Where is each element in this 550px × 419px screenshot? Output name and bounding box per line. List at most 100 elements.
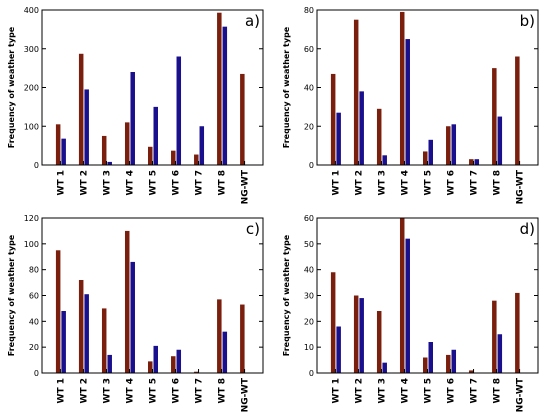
bar-series1-wt2 (78, 280, 84, 373)
y-tick-label: 120 (24, 214, 39, 223)
y-tick-label: 100 (24, 122, 39, 131)
bar-series2-wt8 (497, 116, 503, 165)
x-tick-label: WT 1 (56, 378, 66, 403)
y-tick-label: 80 (29, 266, 39, 275)
x-tick-label: WT 2 (354, 170, 364, 195)
bar-series2-wt7 (199, 126, 205, 165)
y-tick-label: 40 (29, 317, 39, 326)
bar-series1-wt1 (330, 73, 336, 165)
bar-series1-wt2 (353, 295, 359, 373)
bar-series2-wt8 (222, 26, 228, 165)
bar-series2-wt2 (359, 91, 364, 165)
bar-series2-wt3 (107, 354, 112, 373)
bar-series2-wt6 (176, 349, 182, 373)
bar-series1-ng-wt (240, 73, 245, 165)
bar-series1-wt1 (55, 124, 61, 165)
x-tick-label: WT 7 (195, 378, 205, 403)
bar-series1-wt7 (194, 371, 199, 373)
bar-series1-wt8 (492, 300, 497, 373)
bar-series2-wt7 (474, 159, 480, 165)
plot-frame (316, 217, 539, 374)
bar-series1-wt7 (469, 159, 474, 165)
bar-series1-wt1 (55, 250, 61, 373)
x-tick-label: WT 5 (149, 378, 159, 403)
bar-series1-wt4 (399, 11, 405, 165)
bar-series1-wt4 (124, 122, 130, 165)
y-axis-label: Frequency of weather type (7, 26, 16, 148)
bar-series1-wt8 (217, 299, 222, 373)
bar-series1-wt4 (124, 230, 130, 373)
plot-frame (316, 9, 539, 166)
bar-series1-ng-wt (515, 292, 520, 373)
bar-series2-wt5 (153, 345, 158, 373)
x-tick-label: WT 4 (400, 378, 410, 403)
bar-series2-wt5 (153, 106, 158, 165)
bar-series1-ng-wt (240, 304, 245, 373)
x-tick-label: NG-WT (241, 377, 251, 412)
y-tick-label: 0 (34, 369, 39, 378)
bar-series2-wt5 (428, 342, 433, 373)
chart-panel-2: 0 20 40 60 80 WT 1 WT 2 WT 3 WT 4 WT 5 WT 6 WT 7 WT … (282, 6, 539, 204)
x-tick-label: WT 1 (56, 170, 66, 195)
bar-series2-wt4 (405, 39, 410, 165)
panel-label: d) (520, 220, 535, 238)
y-tick-label: 40 (304, 84, 314, 93)
y-tick-label: 0 (34, 161, 39, 170)
bar-series1-wt5 (148, 146, 153, 165)
bar-series2-wt4 (130, 72, 135, 165)
y-tick-label: 300 (24, 45, 39, 54)
x-tick-label: WT 2 (354, 378, 364, 403)
bar-series1-wt3 (101, 308, 107, 373)
y-tick-label: 10 (304, 343, 314, 352)
bar-series1-wt8 (492, 68, 497, 165)
bar-series1-wt5 (148, 361, 153, 373)
y-tick-label: 80 (304, 6, 314, 15)
x-tick-label: WT 5 (424, 170, 434, 195)
x-tick-label: WT 1 (331, 378, 341, 403)
x-tick-label: WT 6 (172, 378, 182, 403)
chart-panel-3: 0 20 40 60 80 100 120 WT 1 WT 2 WT 3 WT 4 WT 5 WT 6 W… (7, 214, 264, 412)
y-tick-label: 40 (304, 266, 314, 275)
x-tick-label: WT 3 (377, 170, 387, 195)
bar-series1-wt7 (469, 370, 474, 373)
y-tick-label: 20 (304, 122, 314, 131)
y-tick-label: 20 (29, 343, 39, 352)
x-tick-label: WT 6 (447, 378, 457, 403)
y-axis-label: Frequency of weather type (282, 234, 291, 356)
bar-series2-wt2 (359, 298, 364, 373)
plot-frame (41, 217, 264, 374)
x-tick-label: WT 8 (218, 170, 228, 195)
bar-series2-wt1 (61, 138, 66, 165)
bar-series1-wt8 (217, 12, 222, 166)
x-tick-label: WT 4 (400, 170, 410, 195)
bar-series1-wt6 (446, 126, 451, 165)
bar-series1-wt4 (399, 218, 405, 373)
y-tick-label: 30 (304, 292, 314, 301)
y-tick-label: 60 (29, 292, 39, 301)
bar-series2-wt2 (84, 294, 89, 373)
panel-label: c) (246, 220, 260, 238)
bar-series2-wt8 (222, 331, 228, 373)
x-tick-label: WT 2 (79, 378, 89, 403)
x-tick-label: NG-WT (241, 169, 251, 204)
bar-series2-wt1 (61, 311, 66, 373)
bar-series1-wt3 (101, 135, 107, 165)
x-tick-label: WT 2 (79, 170, 89, 195)
bar-series2-wt4 (130, 261, 135, 373)
x-tick-label: WT 7 (470, 170, 480, 195)
y-tick-label: 0 (309, 161, 314, 170)
x-tick-label: WT 7 (195, 170, 205, 195)
y-tick-label: 200 (24, 84, 39, 93)
bar-series1-wt6 (446, 354, 451, 373)
bar-series2-wt5 (428, 139, 433, 165)
plot-frame (41, 9, 264, 166)
bar-series1-wt6 (171, 150, 176, 165)
x-tick-label: WT 6 (447, 170, 457, 195)
chart-panel-4: 0 10 20 30 40 50 60 WT 1 WT 2 WT 3 WT 4 WT 5 WT 6 WT … (282, 214, 539, 412)
bar-series2-wt3 (382, 155, 387, 165)
bar-series1-wt5 (423, 357, 428, 373)
bar-series1-wt6 (171, 356, 176, 373)
bar-series2-wt2 (84, 89, 89, 165)
x-tick-label: NG-WT (516, 169, 526, 204)
